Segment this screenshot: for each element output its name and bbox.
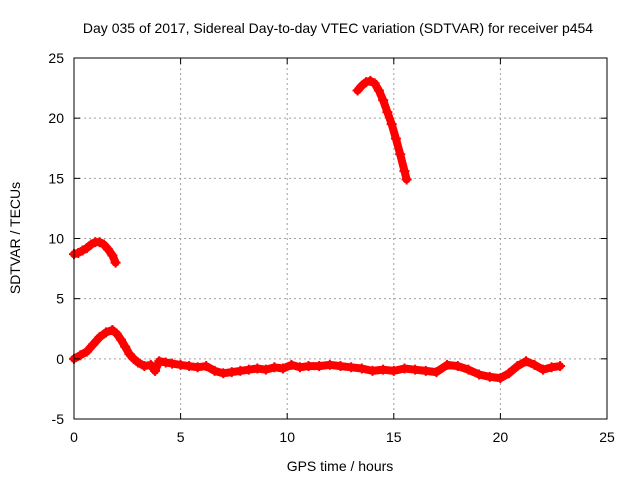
data-point bbox=[75, 350, 86, 361]
y-tick-label: 0 bbox=[56, 351, 64, 367]
data-point bbox=[410, 364, 421, 375]
y-axis-label: SDTVAR / TECUs bbox=[7, 182, 23, 294]
data-point bbox=[346, 362, 357, 373]
data-point bbox=[192, 362, 203, 373]
data-point bbox=[399, 166, 410, 177]
data-point bbox=[94, 332, 105, 343]
y-tick-label: 5 bbox=[56, 291, 64, 307]
data-point bbox=[100, 327, 111, 338]
data-point bbox=[160, 357, 171, 368]
data-point bbox=[369, 78, 380, 89]
y-tick-label: 15 bbox=[48, 170, 64, 186]
data-point bbox=[388, 365, 399, 376]
data-point bbox=[110, 257, 121, 268]
series-trace bbox=[353, 76, 411, 184]
data-point bbox=[399, 363, 410, 374]
data-point bbox=[226, 367, 237, 378]
series-1 bbox=[69, 324, 566, 384]
data-point bbox=[132, 357, 143, 368]
data-series bbox=[69, 75, 566, 384]
data-point bbox=[367, 365, 378, 376]
data-point bbox=[442, 359, 453, 370]
data-point bbox=[252, 363, 263, 374]
data-point bbox=[495, 373, 506, 384]
series-trace bbox=[70, 326, 565, 383]
data-point bbox=[150, 365, 161, 376]
data-point bbox=[395, 149, 406, 160]
data-point bbox=[420, 365, 431, 376]
x-tick-label: 0 bbox=[70, 429, 78, 445]
data-point bbox=[503, 368, 514, 379]
data-point bbox=[314, 361, 325, 372]
y-tick-label: 10 bbox=[48, 231, 64, 247]
data-point bbox=[111, 328, 122, 339]
data-point bbox=[356, 363, 367, 374]
axes: -5 0 5 10 15 20 25 0 5 10 15 20 25 bbox=[48, 50, 615, 445]
data-point bbox=[103, 244, 114, 255]
data-point bbox=[335, 361, 346, 372]
data-point bbox=[484, 371, 495, 382]
data-point bbox=[386, 119, 397, 130]
data-point bbox=[431, 367, 442, 378]
data-point bbox=[529, 359, 540, 370]
data-point bbox=[382, 107, 393, 118]
data-point bbox=[474, 369, 485, 380]
data-point bbox=[452, 361, 463, 372]
x-tick-label: 20 bbox=[493, 429, 509, 445]
data-point bbox=[107, 250, 118, 261]
y-tick-label: -5 bbox=[52, 411, 65, 427]
data-point bbox=[294, 362, 305, 373]
data-point bbox=[538, 364, 549, 375]
data-point bbox=[120, 341, 131, 352]
grid bbox=[74, 58, 607, 419]
data-point bbox=[546, 362, 557, 373]
data-point bbox=[260, 364, 271, 375]
y-tick-label: 25 bbox=[48, 50, 64, 66]
data-point bbox=[286, 359, 297, 370]
data-point bbox=[520, 356, 531, 367]
data-point bbox=[201, 361, 212, 372]
data-point bbox=[277, 363, 288, 374]
x-tick-label: 15 bbox=[386, 429, 402, 445]
data-point bbox=[401, 174, 412, 185]
x-tick-label: 10 bbox=[279, 429, 295, 445]
data-point bbox=[390, 133, 401, 144]
chart-title: Day 035 of 2017, Sidereal Day-to-day VTE… bbox=[83, 20, 593, 36]
x-tick-label: 5 bbox=[177, 429, 185, 445]
data-point bbox=[303, 361, 314, 372]
data-point bbox=[378, 95, 389, 106]
x-axis-label: GPS time / hours bbox=[287, 458, 394, 474]
x-tick-label: 25 bbox=[599, 429, 615, 445]
data-point bbox=[269, 362, 280, 373]
data-point bbox=[167, 358, 178, 369]
data-point bbox=[324, 359, 335, 370]
data-point bbox=[218, 368, 229, 379]
data-point bbox=[512, 361, 523, 372]
data-point bbox=[555, 361, 566, 372]
data-point bbox=[373, 85, 384, 96]
data-point bbox=[378, 364, 389, 375]
data-point bbox=[81, 346, 92, 357]
data-point bbox=[209, 365, 220, 376]
series-2 bbox=[69, 237, 121, 268]
data-point bbox=[235, 365, 246, 376]
series-3 bbox=[352, 75, 412, 185]
data-point bbox=[184, 361, 195, 372]
data-point bbox=[243, 364, 254, 375]
y-tick-label: 20 bbox=[48, 110, 64, 126]
data-point bbox=[463, 364, 474, 375]
data-point bbox=[175, 359, 186, 370]
data-point bbox=[154, 356, 165, 367]
data-point bbox=[115, 334, 126, 345]
data-point bbox=[88, 339, 99, 350]
plot-frame bbox=[73, 57, 608, 420]
data-point bbox=[145, 359, 156, 370]
data-point bbox=[139, 361, 150, 372]
